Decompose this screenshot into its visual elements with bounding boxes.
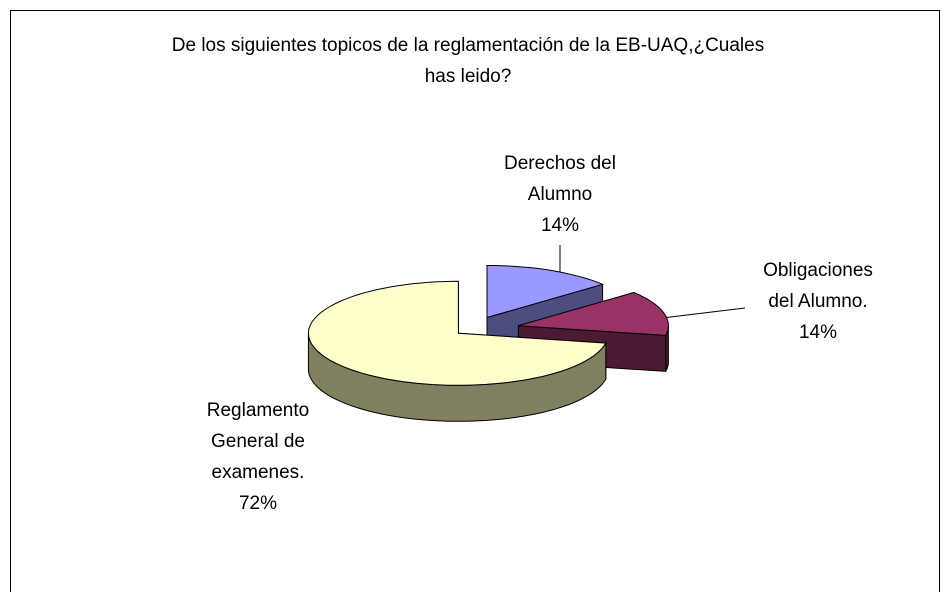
slice-top bbox=[486, 265, 605, 319]
data-label: Reglamento General de examenes. 72% bbox=[193, 395, 323, 519]
label-category: Reglamento General de examenes. bbox=[206, 400, 310, 483]
chart-title: De los siguientes topicos de la reglamen… bbox=[171, 35, 765, 87]
label-category: Obligaciones del Alumno. bbox=[763, 260, 873, 312]
slice-top bbox=[307, 280, 607, 386]
label-value: 72% bbox=[238, 493, 278, 514]
label-value: 14% bbox=[540, 215, 580, 236]
label-value: 14% bbox=[798, 322, 838, 343]
chart-frame bbox=[10, 10, 940, 592]
data-label: Obligaciones del Alumno. 14% bbox=[748, 255, 888, 348]
label-category: Derechos del Alumno bbox=[504, 153, 616, 205]
slice-top bbox=[518, 291, 669, 336]
data-label: Derechos del Alumno 14% bbox=[490, 148, 630, 241]
leader-line bbox=[661, 307, 746, 319]
